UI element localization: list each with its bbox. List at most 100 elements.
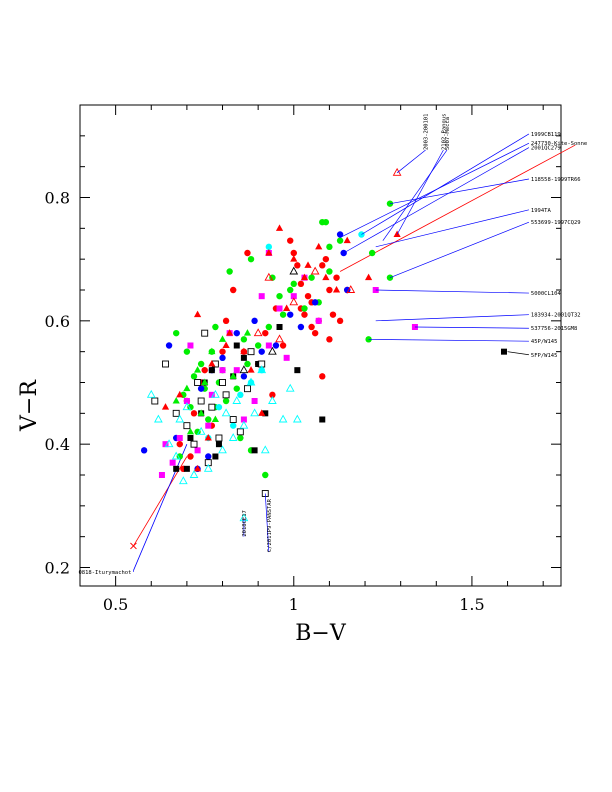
data-point-blue-circle: [297, 323, 305, 331]
data-point-black-square: [319, 416, 326, 423]
data-point-black-open-square: [229, 416, 237, 423]
data-point-black-square: [212, 453, 219, 460]
data-point-black-square: [251, 447, 258, 454]
data-point-red-circle: [201, 366, 208, 374]
data-point-green-circle: [279, 311, 287, 318]
data-point-green-triangle: [208, 347, 216, 355]
data-point-black-open-square: [162, 360, 169, 368]
data-point-red-triangle: [247, 366, 255, 373]
data-point-green-circle: [237, 434, 244, 442]
annotation-leader: [339, 142, 530, 238]
data-point-red-triangle: [204, 434, 212, 441]
data-point-blue-circle: [165, 342, 173, 349]
data-point-magenta-square: [158, 472, 165, 478]
data-point-blue-circle: [251, 317, 258, 325]
data-point-black-open-square: [222, 391, 230, 399]
data-point-red-triangle: [393, 230, 401, 237]
annotation-leader: [389, 221, 530, 278]
data-point-black-open-triangle: [268, 346, 277, 355]
data-point-green-circle: [233, 385, 240, 392]
data-point-red-circle: [187, 453, 194, 460]
data-point-red-circle: [329, 311, 337, 318]
y-tick-label: 0.4: [45, 435, 70, 454]
data-point-green-circle: [365, 336, 372, 343]
data-point-magenta-square: [265, 342, 272, 349]
x-tick-label: 0.5: [103, 595, 128, 614]
data-point-magenta-square: [183, 398, 190, 404]
data-point-red-triangle: [176, 390, 184, 398]
annotation-leader: [375, 289, 529, 294]
data-point-red-open-triangle: [310, 266, 320, 275]
data-point-red-circle: [219, 348, 226, 355]
data-point-magenta-square: [194, 447, 201, 454]
annotation-leader: [389, 178, 529, 205]
annotation-label: 553699-1997CQ29: [531, 220, 581, 226]
data-point-red-circle: [190, 410, 198, 417]
x-tick-label: 1.5: [459, 595, 484, 614]
data-point-green-triangle: [186, 427, 195, 435]
data-point-magenta-square: [315, 317, 322, 324]
data-point-red-triangle: [365, 273, 373, 281]
data-point-blue-circle: [233, 329, 240, 337]
data-point-cyan-open-triangle: [146, 389, 156, 398]
data-point-black-open-square: [151, 397, 159, 405]
data-point-cyan-circle: [230, 422, 237, 429]
data-point-blue-circle: [272, 342, 280, 349]
data-point-black-square: [208, 367, 215, 374]
data-point-red-open-triangle: [346, 285, 356, 293]
annotation-label: 1999CB119: [531, 132, 561, 138]
data-point-green-circle: [240, 336, 248, 343]
data-point-cyan-open-triangle: [196, 426, 206, 435]
data-points: [130, 167, 507, 550]
data-point-black-open-square: [197, 397, 205, 405]
annotation-leader: [507, 351, 529, 356]
data-point-magenta-square: [219, 367, 226, 374]
data-point-red-open-triangle: [392, 167, 402, 176]
data-point-cyan-open-triangle: [164, 439, 174, 448]
annotation-label: 1994TA: [531, 208, 552, 214]
annotation-label: 118558-1999TR66: [531, 177, 581, 183]
data-point-green-circle: [308, 274, 315, 281]
data-point-green-circle: [176, 453, 183, 460]
y-tick-label: 0.6: [45, 312, 70, 331]
data-point-red-triangle: [290, 255, 298, 262]
data-point-red-triangle: [300, 273, 309, 281]
data-point-red-circle: [326, 336, 333, 343]
annotation-leader: [375, 209, 530, 248]
plot-border: [79, 104, 562, 587]
data-point-cyan-circle: [265, 243, 273, 251]
data-point-cyan-open-triangle: [171, 451, 181, 460]
data-point-red-triangle: [240, 347, 248, 355]
data-point-cyan-open-triangle: [292, 414, 302, 423]
data-point-green-circle: [222, 397, 230, 405]
data-point-magenta-square: [187, 342, 194, 349]
data-point-blue-circle: [340, 249, 347, 257]
data-point-black-square: [500, 348, 507, 355]
data-point-cyan-open-triangle: [189, 470, 199, 478]
data-point-black-square: [276, 324, 283, 330]
data-point-red-circle: [322, 255, 330, 263]
data-point-green-circle: [336, 237, 344, 244]
data-point-green-circle: [322, 218, 330, 226]
connector-lines: [133, 144, 576, 571]
data-point-red-triangle: [322, 273, 330, 281]
x-axis-title: B−V: [295, 621, 347, 646]
data-point-red-cross: [130, 542, 137, 550]
data-point-green-circle: [326, 243, 333, 251]
annotation-leader: [375, 314, 529, 322]
data-point-cyan-open-triangle: [232, 396, 242, 404]
data-point-black-square: [294, 367, 301, 374]
data-point-red-circle: [304, 292, 312, 300]
annotation-leader: [361, 133, 530, 235]
data-point-magenta-square: [258, 293, 265, 300]
data-point-red-triangle: [193, 310, 202, 318]
data-point-green-triangle: [183, 384, 191, 392]
data-point-red-circle: [297, 280, 305, 288]
data-point-green-circle: [287, 286, 294, 294]
data-point-black-square: [183, 465, 190, 472]
data-point-cyan-open-triangle: [203, 463, 213, 472]
data-point-red-circle: [244, 249, 251, 257]
data-point-cyan-open-triangle: [246, 377, 256, 386]
data-point-black-open-triangle: [289, 266, 299, 275]
